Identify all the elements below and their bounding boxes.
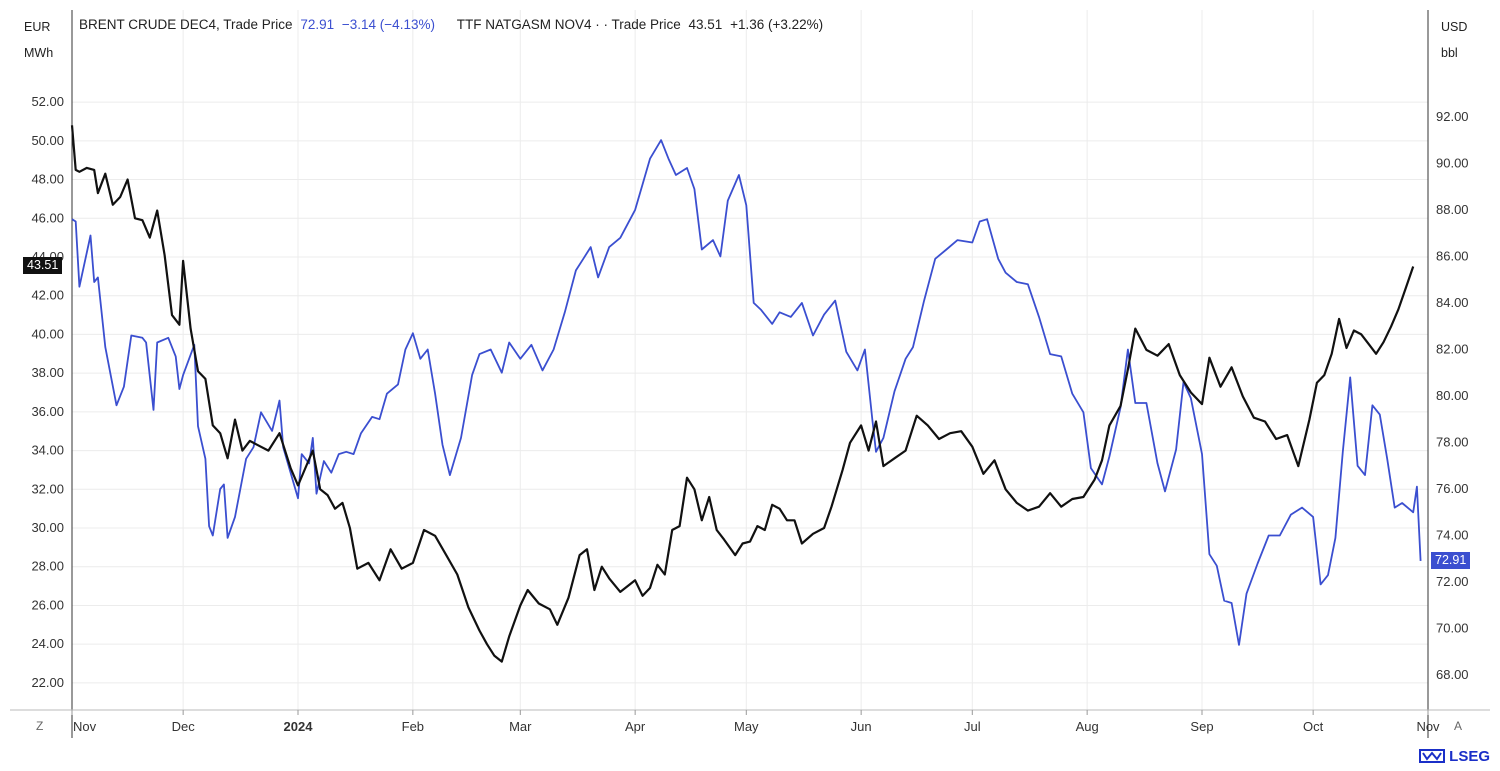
lseg-logo-icon — [1419, 749, 1446, 763]
legend-brent-price: 72.91 — [300, 17, 335, 32]
right-axis-tick-label: 72.00 — [1436, 574, 1469, 589]
right-axis-ticks: 68.00 70.00 72.00 74.00 76.00 78.00 80.00 82.00… — [1436, 109, 1469, 682]
right-axis-tick-label: 74.00 — [1436, 528, 1469, 543]
brent-series-line — [71, 139, 1422, 646]
x-axis-tick-label: Sep — [1190, 719, 1213, 734]
left-scale-button[interactable]: Z — [36, 719, 44, 733]
lseg-logo: LSEG — [1419, 747, 1490, 765]
left-axis-tick-label: 48.00 — [31, 172, 64, 187]
x-axis-ticks: Nov Dec 2024 Feb Mar Apr May Jun Jul Aug Sep Oct Nov — [71, 710, 1440, 734]
right-scale-button[interactable]: A — [1454, 719, 1463, 733]
left-axis-tick-label: 28.00 — [31, 559, 64, 574]
left-axis-tick-label: 36.00 — [31, 404, 64, 419]
legend-brent-change: −3.14 (−4.13%) — [341, 17, 435, 32]
right-axis-tick-label: 68.00 — [1436, 667, 1469, 682]
axes — [10, 10, 1490, 738]
left-axis-tick-label: 42.00 — [31, 288, 64, 303]
x-axis-tick-label: May — [734, 719, 759, 734]
left-axis-tick-label: 22.00 — [31, 675, 64, 690]
grid-lines — [71, 10, 1429, 710]
left-axis-tick-label: 38.00 — [31, 365, 64, 380]
right-axis-tick-label: 78.00 — [1436, 435, 1469, 450]
left-axis-currency: EUR — [24, 20, 51, 34]
right-last-price-badge: 72.91 — [1431, 551, 1471, 569]
chart-legend: BRENT CRUDE DEC4, Trade Price 72.91 −3.1… — [79, 17, 827, 32]
left-axis-tick-label: 34.00 — [31, 443, 64, 458]
x-axis-tick-label: Nov — [73, 719, 97, 734]
right-axis-tick-label: 70.00 — [1436, 621, 1469, 636]
x-axis-tick-label: Feb — [402, 719, 424, 734]
legend-brent-name: BRENT CRUDE DEC4, Trade Price — [79, 17, 293, 32]
legend-ttf-change: +1.36 (+3.22%) — [730, 17, 824, 32]
lseg-logo-text: LSEG — [1449, 747, 1490, 765]
left-axis-tick-label: 50.00 — [31, 133, 64, 148]
x-axis-tick-label: Apr — [625, 719, 646, 734]
x-axis-tick-label: Dec — [172, 719, 196, 734]
right-axis-unit: bbl — [1441, 46, 1458, 60]
x-axis-tick-label: Jul — [964, 719, 981, 734]
x-axis-tick-label: Aug — [1076, 719, 1099, 734]
right-axis-tick-label: 92.00 — [1436, 109, 1469, 124]
right-axis-tick-label: 84.00 — [1436, 295, 1469, 310]
left-axis-ticks: 22.00 24.00 26.00 28.00 30.00 32.00 34.00 36.00… — [31, 94, 64, 690]
left-axis-tick-label: 26.00 — [31, 597, 64, 612]
right-axis-tick-label: 80.00 — [1436, 388, 1469, 403]
left-axis-tick-label: 24.00 — [31, 636, 64, 651]
legend-ttf-name: TTF NATGASM NOV4 · · Trade Price — [456, 17, 681, 32]
legend-ttf-price: 43.51 — [688, 17, 723, 32]
left-last-price-badge: 43.51 — [23, 257, 63, 275]
x-axis-tick-label: 2024 — [284, 719, 314, 734]
x-axis-tick-label: Mar — [509, 719, 532, 734]
series-lines — [70, 125, 1422, 663]
left-axis-unit: MWh — [24, 46, 54, 60]
right-axis-tick-label: 82.00 — [1436, 341, 1469, 356]
x-axis-tick-label: Oct — [1303, 719, 1324, 734]
left-axis-tick-label: 30.00 — [31, 520, 64, 535]
left-axis-tick-label: 32.00 — [31, 481, 64, 496]
ttf-series-line — [70, 125, 1415, 663]
x-axis-tick-label: Jun — [851, 719, 872, 734]
left-axis-tick-label: 46.00 — [31, 210, 64, 225]
right-axis-tick-label: 76.00 — [1436, 481, 1469, 496]
right-axis-tick-label: 88.00 — [1436, 202, 1469, 217]
right-axis-tick-label: 90.00 — [1436, 155, 1469, 170]
x-axis-tick-label: Nov — [1416, 719, 1440, 734]
left-axis-tick-label: 40.00 — [31, 326, 64, 341]
right-axis-tick-label: 86.00 — [1436, 248, 1469, 263]
right-axis-currency: USD — [1441, 20, 1468, 34]
left-axis-tick-label: 52.00 — [31, 94, 64, 109]
